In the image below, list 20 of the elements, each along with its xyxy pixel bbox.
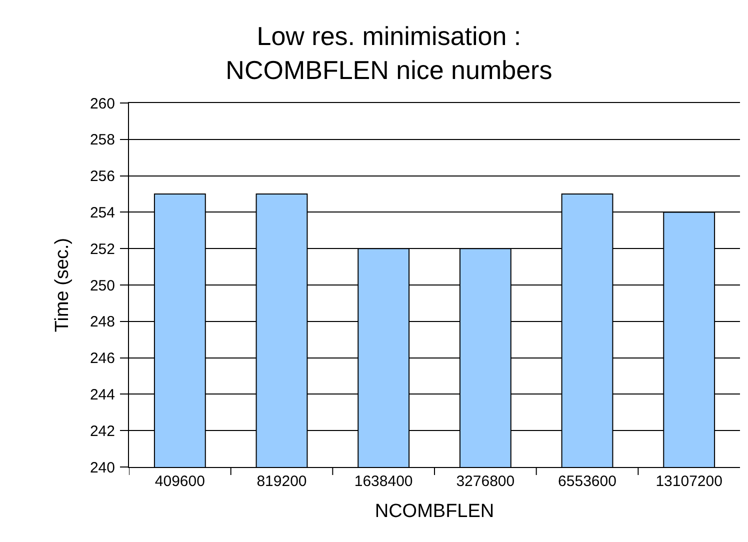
x-tick-label: 1638400 xyxy=(354,473,413,490)
y-tick-label: 242 xyxy=(90,422,115,440)
x-tick-label: 6553600 xyxy=(558,473,616,490)
y-tick-label: 246 xyxy=(90,350,115,368)
x-tick-label: 409600 xyxy=(154,473,205,490)
y-tick-label: 248 xyxy=(90,314,115,331)
x-tick-label: 819200 xyxy=(256,473,307,490)
y-tick-label: 258 xyxy=(90,132,115,149)
y-tick-label: 252 xyxy=(90,240,115,258)
y-tick-label: 256 xyxy=(90,168,115,186)
y-tick-label: 254 xyxy=(90,204,115,222)
chart-title: Low res. minimisation : NCOMBFLEN nice numbers xyxy=(226,20,552,85)
x-axis-title: NCOMBFLEN xyxy=(374,500,494,522)
x-tick-label: 13107200 xyxy=(656,473,722,490)
y-tick-label: 244 xyxy=(90,386,115,404)
x-tick-label: 3276800 xyxy=(456,473,515,490)
y-tick-label: 250 xyxy=(90,277,115,294)
y-axis-title: Time (sec.) xyxy=(52,238,73,332)
y-tick-label: 260 xyxy=(90,95,115,112)
y-tick-label: 240 xyxy=(90,459,115,476)
